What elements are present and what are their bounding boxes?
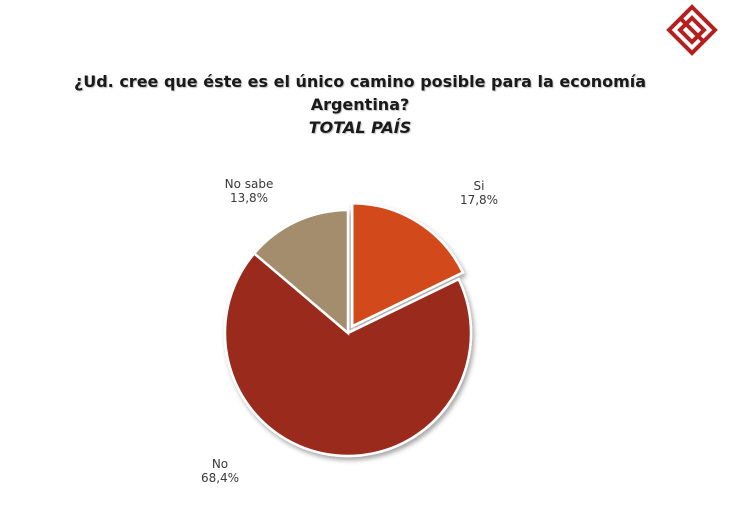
title-line-2: Argentina? — [310, 95, 410, 114]
slice-value-label: 68,4% — [201, 471, 239, 485]
slice-category-label: No sabe — [225, 177, 274, 191]
title-line-1: ¿Ud. cree que éste es el único camino po… — [73, 72, 647, 91]
chart-title: ¿Ud. cree que éste es el único camino po… — [40, 70, 680, 139]
chart-subtitle: TOTAL PAÍS — [308, 118, 412, 137]
slice-value-label: 17,8% — [460, 193, 498, 207]
pie-slice-no-sabe — [252, 208, 350, 336]
slice-category-label: No — [212, 457, 228, 471]
pie-slice-si — [350, 201, 465, 329]
pie-slice-no — [223, 251, 473, 458]
brand-logo-icon — [666, 4, 718, 56]
slice-category-label: Si — [474, 179, 485, 193]
slice-value-label: 13,8% — [230, 191, 268, 205]
